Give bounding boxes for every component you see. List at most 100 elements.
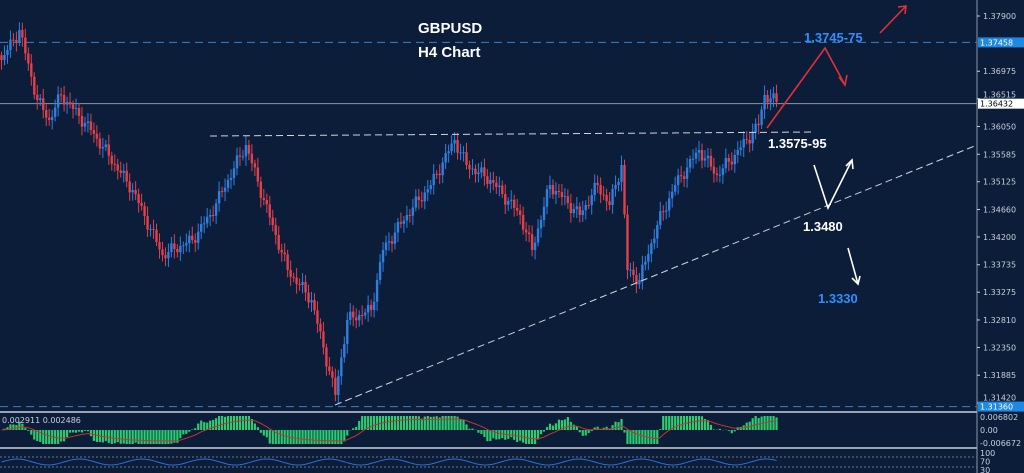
candle-body — [584, 204, 587, 211]
candle-body — [766, 95, 769, 103]
candle-body — [39, 98, 42, 101]
candle-body — [471, 168, 474, 170]
candle-body — [703, 158, 707, 161]
candle-body — [33, 76, 36, 95]
candle-body — [200, 224, 203, 232]
candle-body — [620, 165, 623, 182]
candle-body — [557, 191, 561, 193]
candle-body — [668, 198, 671, 211]
price-label: 1.37458 — [980, 38, 1013, 47]
candle-body — [247, 144, 251, 154]
candle-body — [346, 319, 349, 345]
y-tick-label: 1.36975 — [983, 67, 1016, 76]
candle-body — [665, 210, 668, 212]
candle-body — [474, 168, 477, 175]
candle-body — [545, 189, 549, 207]
candle-body — [751, 132, 754, 144]
candle-body — [3, 55, 6, 61]
candle-body — [441, 162, 444, 176]
candle-body — [724, 158, 728, 169]
candle-body — [265, 199, 268, 205]
candle-body — [167, 252, 170, 259]
candle-body — [343, 344, 346, 358]
candle-body — [307, 292, 310, 303]
candle-body — [495, 182, 498, 187]
candle-body — [313, 300, 316, 311]
candle-body — [27, 53, 30, 64]
candle-body — [596, 182, 599, 186]
candle-body — [411, 207, 415, 216]
candle-body — [432, 173, 435, 186]
candle-body — [468, 165, 471, 170]
candle-body — [417, 196, 421, 200]
candle-body — [700, 150, 704, 161]
candle-body — [158, 242, 161, 250]
candle-body — [748, 139, 751, 144]
candle-body — [155, 229, 158, 243]
candle-body — [673, 185, 677, 192]
candle-body — [402, 220, 406, 224]
candle-body — [292, 276, 295, 278]
candle-body — [50, 116, 54, 120]
candle-body — [560, 192, 564, 197]
candle-body — [375, 279, 379, 302]
candle-body — [202, 223, 206, 225]
candle-body — [492, 179, 495, 183]
candle-body — [605, 195, 608, 202]
candle-body — [205, 216, 209, 224]
candle-body — [21, 29, 24, 38]
candle-body — [53, 107, 57, 117]
candle-body — [101, 147, 105, 149]
candle-body — [250, 153, 254, 164]
candle-body — [301, 281, 304, 286]
candle-body — [670, 191, 674, 199]
neckline-label: 1.3575-95 — [768, 136, 827, 151]
y-tick-label: 1.35125 — [983, 178, 1016, 187]
candle-body — [6, 50, 9, 56]
candle-body — [71, 104, 75, 110]
candle-body — [542, 206, 546, 220]
candle-body — [578, 206, 581, 215]
candle-body — [47, 117, 51, 120]
candle-body — [271, 217, 274, 226]
candle-body — [477, 172, 480, 175]
price-label-box — [978, 401, 1024, 412]
candle-body — [363, 312, 367, 316]
candle-body — [462, 152, 465, 154]
candle-body — [742, 139, 745, 148]
candle-body — [513, 199, 516, 208]
candle-body — [608, 201, 611, 206]
candle-body — [679, 175, 683, 177]
candle-body — [182, 245, 185, 247]
candle-body — [36, 94, 39, 101]
candle-body — [697, 150, 701, 153]
candle-body — [92, 130, 96, 134]
candle-body — [614, 185, 617, 189]
candle-body — [769, 98, 772, 103]
candle-body — [706, 155, 710, 159]
candle-body — [414, 196, 418, 208]
candle-body — [554, 191, 558, 195]
candle-body — [465, 152, 468, 166]
candle-body — [95, 133, 99, 139]
y-tick-label: 1.32350 — [983, 343, 1016, 352]
candle-body — [128, 181, 131, 193]
candle-body — [569, 202, 573, 214]
y-tick-label: 1.34200 — [983, 233, 1016, 242]
candle-body — [223, 187, 227, 192]
candle-body — [739, 147, 742, 151]
retest-arrow — [813, 159, 853, 211]
candle-body — [286, 254, 289, 270]
candle-body — [715, 173, 719, 175]
candle-body — [641, 264, 644, 281]
candle-body — [220, 191, 224, 193]
arrow-head-icon — [845, 158, 854, 170]
macd-values-label: 0.002911 0.002486 — [2, 416, 81, 425]
candle-body — [140, 203, 143, 207]
candle-body — [235, 155, 239, 169]
candle-body — [760, 109, 763, 125]
candle-body — [691, 158, 695, 160]
candle-body — [104, 144, 108, 148]
